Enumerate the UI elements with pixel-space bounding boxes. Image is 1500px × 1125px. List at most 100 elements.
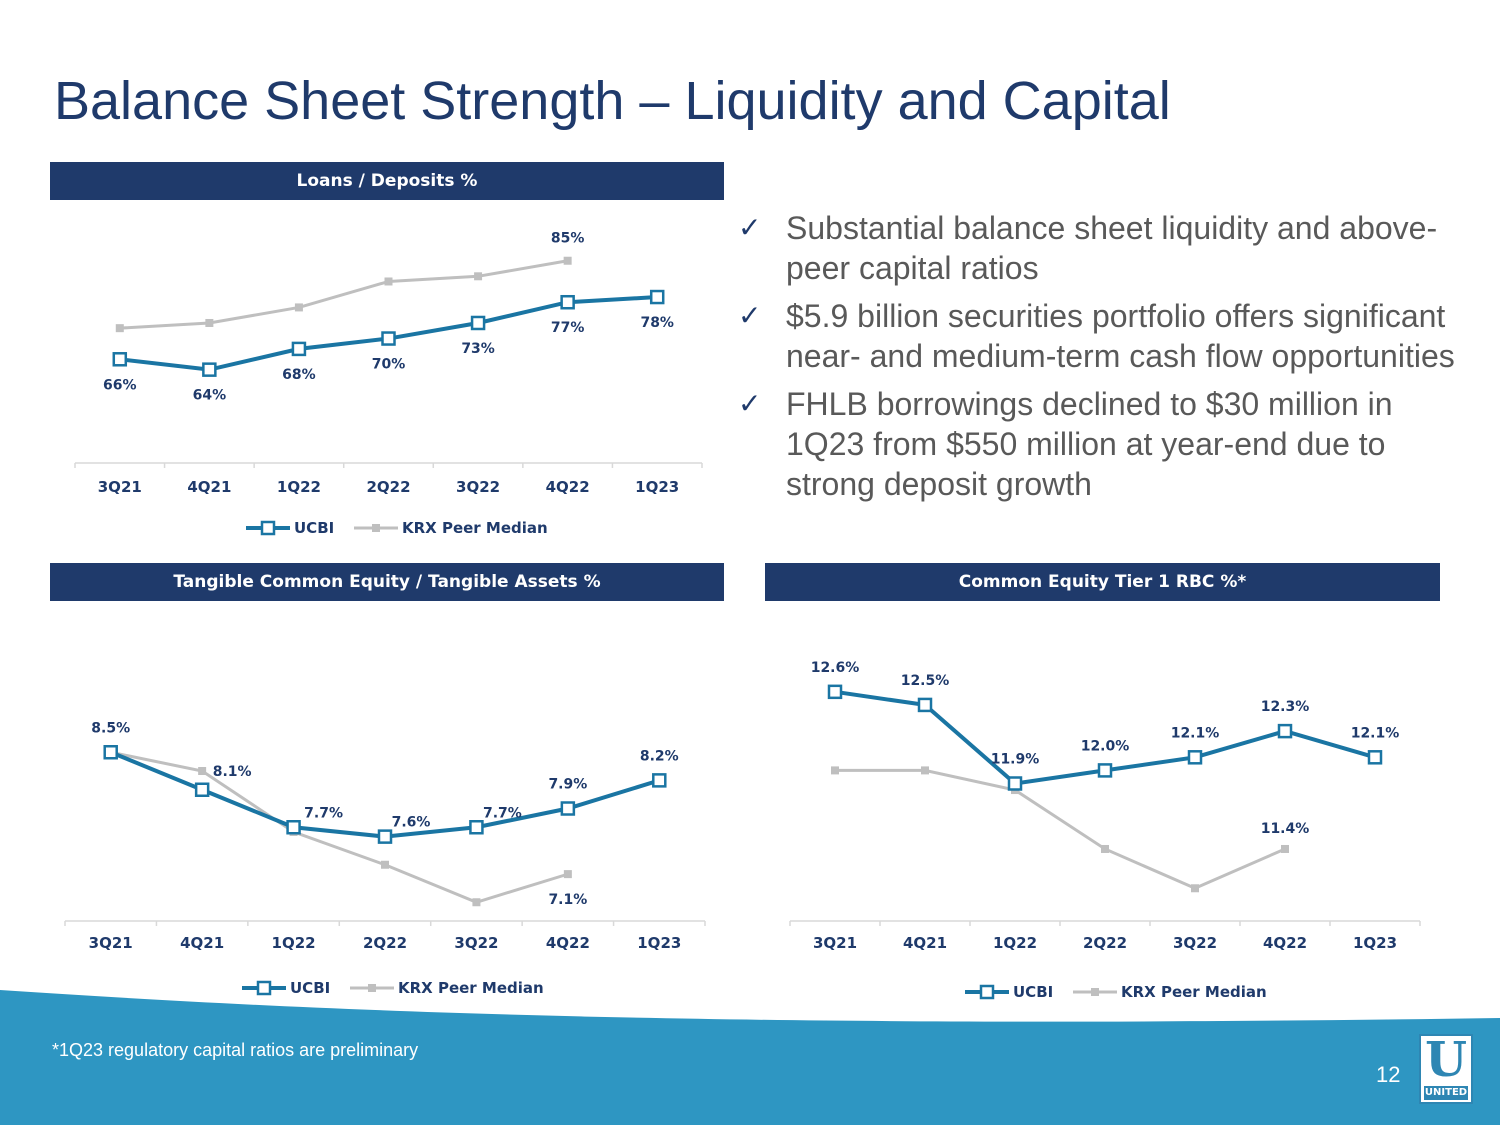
logo-name: UNITED — [1424, 1086, 1468, 1100]
peer-median-data-label: 11.4% — [1261, 821, 1310, 837]
tce-ta-chart: 3Q21 4Q21 1Q22 2Q22 3Q22 4Q22 1Q23 7.1% 8.5% 8.1%… — [64, 720, 706, 997]
ucbi-point — [291, 341, 307, 357]
ucbi-point — [103, 745, 118, 760]
page-title: Balance Sheet Strength – Liquidity and C… — [54, 71, 1171, 131]
peer-median-point — [384, 277, 393, 286]
ucbi-point — [194, 782, 210, 797]
page-number: 12 — [1376, 1062, 1401, 1087]
ucbi-data-label: 7.6% — [392, 815, 431, 831]
x-tick-label: 4Q21 — [187, 478, 231, 496]
legend-ucbi-marker — [256, 980, 272, 996]
ucbi-data-label: 7.7% — [483, 805, 522, 821]
peer-median-point — [198, 767, 207, 775]
ucbi-data-label: 78% — [640, 315, 674, 331]
ucbi-point — [1097, 763, 1113, 778]
cet1-header: Common Equity Tier 1 RBC %* — [765, 563, 1440, 601]
ucbi-data-label: 12.0% — [1081, 738, 1130, 754]
peer-median-point — [381, 860, 389, 869]
legend-peer-marker — [372, 524, 380, 532]
x-tick-label: 4Q22 — [1263, 934, 1307, 952]
ucbi-data-label: 12.6% — [811, 660, 860, 676]
ucbi-data-label: 73% — [461, 341, 495, 357]
ucbi-data-label: 7.9% — [548, 777, 587, 793]
peer-median-point — [205, 318, 214, 327]
x-tick-label: 1Q22 — [277, 478, 321, 496]
legend-ucbi-label: UCBI — [1013, 983, 1053, 1001]
peer-median-line — [835, 768, 1286, 890]
x-tick-label: 1Q23 — [1353, 934, 1397, 952]
bullet-text: $5.9 billion securities portfolio offers… — [786, 298, 1455, 374]
x-tick-label: 3Q21 — [98, 478, 142, 496]
peer-median-line — [110, 750, 569, 904]
footnote: *1Q23 regulatory capital ratios are prel… — [52, 1040, 419, 1060]
x-tick-label: 1Q23 — [637, 934, 681, 952]
ucbi-data-label: 12.3% — [1261, 699, 1310, 715]
check-icon: ✓ — [738, 211, 762, 244]
peer-median-data-label: 7.1% — [548, 892, 587, 908]
ucbi-point — [286, 820, 301, 835]
bullet-securities: ✓ $5.9 billion securities portfolio offer… — [736, 296, 1456, 376]
ucbi-data-label: 12.1% — [1351, 725, 1400, 741]
legend-peer-label: KRX Peer Median — [1121, 983, 1267, 1001]
peer-median-point — [472, 898, 481, 907]
ucbi-point — [560, 801, 576, 816]
x-tick-label: 1Q22 — [993, 934, 1037, 952]
loans-deposits-chart: 3Q21 4Q21 1Q22 2Q22 3Q22 4Q22 1Q23 85% 66% 64% 68%… — [74, 231, 703, 537]
ucbi-point — [827, 684, 843, 700]
x-tick-label: 4Q21 — [180, 934, 224, 952]
ucbi-point — [381, 331, 396, 346]
bullet-liquidity: ✓ Substantial balance sheet liquidity and… — [736, 208, 1456, 288]
legend-ucbi-label: UCBI — [294, 519, 334, 537]
legend-ucbi-marker — [260, 520, 276, 536]
ucbi-data-label: 12.5% — [901, 673, 950, 689]
ucbi-point — [469, 820, 484, 835]
x-tick-label: 2Q22 — [366, 478, 410, 496]
peer-median-line — [119, 259, 568, 330]
ucbi-point — [112, 352, 128, 367]
loans-deposits-header: Loans / Deposits % — [50, 162, 724, 200]
x-tick-label: 2Q22 — [363, 934, 407, 952]
x-tick-label: 3Q22 — [1173, 934, 1217, 952]
x-tick-label: 1Q23 — [635, 478, 679, 496]
ucbi-point — [470, 315, 486, 331]
ucbi-point — [202, 362, 217, 377]
peer-median-point — [1101, 844, 1109, 853]
ucbi-point — [649, 289, 665, 305]
peer-median-point — [474, 272, 483, 281]
peer-median-point — [1191, 884, 1199, 893]
check-icon: ✓ — [738, 387, 762, 420]
ucbi-data-label: 12.1% — [1171, 725, 1220, 741]
peer-median-data-label: 85% — [551, 231, 585, 247]
ucbi-point — [560, 294, 575, 310]
united-logo: U UNITED — [1419, 1034, 1473, 1104]
peer-median-point — [1281, 844, 1289, 853]
ucbi-data-label: 7.7% — [304, 805, 343, 821]
bullet-text: Substantial balance sheet liquidity and … — [786, 210, 1438, 286]
ucbi-point — [652, 773, 667, 788]
x-tick-label: 4Q21 — [903, 934, 947, 952]
ucbi-data-label: 70% — [372, 357, 406, 373]
x-tick-label: 3Q21 — [813, 934, 857, 952]
cet1-chart: 3Q21 4Q21 1Q22 2Q22 3Q22 4Q22 1Q23 11.4% 12.6% 12… — [789, 660, 1421, 1001]
legend-peer-label: KRX Peer Median — [402, 519, 548, 537]
x-tick-label: 4Q22 — [546, 934, 590, 952]
ucbi-point — [377, 829, 393, 844]
ucbi-point — [1367, 750, 1383, 765]
peer-median-point — [921, 766, 929, 775]
peer-median-point — [563, 256, 572, 265]
ucbi-data-label: 8.5% — [91, 720, 130, 736]
ucbi-data-label: 8.2% — [640, 748, 679, 764]
ucbi-data-label: 77% — [551, 320, 585, 336]
ucbi-point — [1187, 750, 1203, 765]
peer-median-point — [294, 303, 303, 312]
x-tick-label: 3Q21 — [89, 934, 133, 952]
tce-ta-header: Tangible Common Equity / Tangible Assets… — [50, 563, 724, 601]
key-points-list: ✓ Substantial balance sheet liquidity and… — [736, 208, 1456, 512]
x-tick-label: 3Q22 — [456, 478, 500, 496]
legend-peer-marker — [1091, 988, 1099, 996]
legend-peer-marker — [368, 984, 376, 992]
legend-ucbi-label: UCBI — [290, 979, 330, 997]
ucbi-point — [1277, 723, 1293, 739]
peer-median-point — [115, 324, 124, 333]
